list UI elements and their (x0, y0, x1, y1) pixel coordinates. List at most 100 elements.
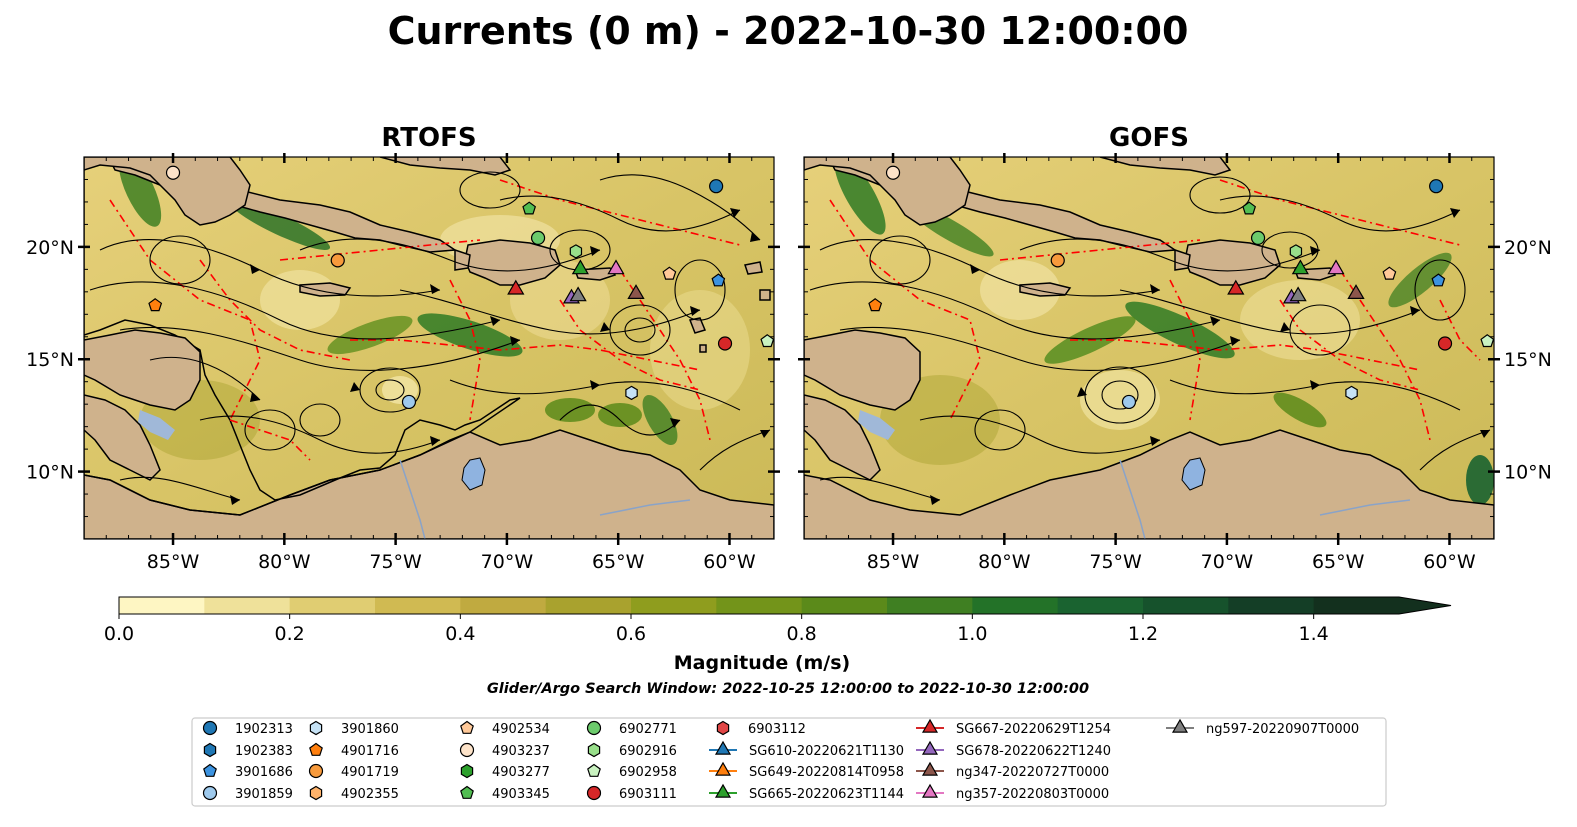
colorbar-cell (1228, 597, 1315, 614)
marker-rtofs-6902916 (569, 244, 583, 259)
legend-entry: 4903237 (459, 742, 550, 759)
colorbar-cell (887, 597, 973, 614)
lake-maracaibo (461, 457, 486, 491)
legend-entry: 6902771 (586, 720, 677, 737)
colorbar-cell (204, 597, 291, 614)
legend-entry: 4901716 (309, 742, 399, 759)
legend-label: SG610-20220621T1130 (749, 744, 904, 759)
legend-marker (460, 763, 474, 779)
lat-tick-label: 20°N (26, 237, 74, 259)
colorbar-extend-arrow (1399, 597, 1451, 614)
marker-gofs-6902771 (1250, 230, 1266, 245)
legend-entry: 3901860 (309, 720, 399, 737)
colorbar-cell (289, 597, 376, 614)
colorbar-cell (631, 597, 717, 614)
marker-gofs-SG667-20220629T1254 (1227, 279, 1245, 295)
legend-entry: 1902383 (203, 742, 293, 759)
lon-tick-label: 85°W (147, 551, 200, 573)
figure-suptitle: Currents (0 m) - 2022-10-30 12:00:00 (388, 9, 1189, 53)
legend: 1902313 1902383 3901686 3901859 3901860 49017… (191, 717, 1387, 807)
legend-label: 1902313 (235, 722, 293, 737)
marker-rtofs-4903237 (165, 165, 181, 180)
legend-marker (714, 740, 732, 755)
legend-entry: SG667-20220629T1254 (916, 718, 1111, 737)
rivers (1119, 459, 1411, 539)
legend-label: 6903111 (619, 787, 677, 802)
legend-label: 4903237 (492, 744, 550, 759)
marker-rtofs-6903111 (717, 336, 733, 351)
marker-gofs-3901860 (1345, 385, 1358, 401)
legend-entry: 4903345 (460, 785, 550, 802)
marker-rtofs-ng347-20220727T0000 (627, 284, 645, 299)
legend-label: 4901716 (341, 744, 399, 759)
panel-gofs: GOFS (803, 123, 1495, 540)
marker-rtofs-4902534 (662, 266, 677, 280)
colorbar-cells (118, 596, 1452, 615)
legend-label: 1902383 (235, 744, 293, 759)
legend-label: 3901859 (235, 787, 293, 802)
colorbar-cell (545, 597, 632, 614)
lon-tick-label: 85°W (867, 551, 920, 573)
colorbar-tick-label: 0.0 (104, 623, 134, 645)
legend-marker (714, 783, 732, 798)
marker-rtofs-ng357-20220803T0000 (607, 259, 625, 275)
lat-tick-label: 10°N (26, 462, 74, 484)
panel-title-rtofs: RTOFS (381, 123, 476, 153)
legend-marker (203, 763, 217, 777)
map-frame-rtofs (83, 156, 775, 540)
legend-label: 3901860 (341, 722, 399, 737)
legend-label: SG649-20220814T0958 (749, 765, 904, 780)
lon-tick-label: 60°W (703, 551, 756, 573)
legend-label: ng357-20220803T0000 (956, 787, 1109, 802)
legend-label: 6902958 (619, 765, 677, 780)
map-area-rtofs (84, 157, 774, 539)
colorbar-outline (118, 596, 1452, 615)
legend-frame (191, 717, 1387, 807)
colorbar-cell (119, 597, 205, 614)
map-frame-gofs (803, 156, 1495, 540)
lat-tick-label: 20°N (1504, 237, 1552, 259)
legend-entry: SG665-20220623T1144 (709, 783, 904, 802)
lake-nicaragua (138, 410, 175, 440)
marker-rtofs-4903345 (522, 201, 537, 215)
legend-entry: 3901859 (202, 785, 293, 802)
legend-label: 3901686 (235, 765, 293, 780)
legend-marker (459, 742, 475, 758)
colorbar-tick-label: 1.2 (1128, 623, 1158, 645)
map-area-gofs (804, 157, 1494, 539)
marker-rtofs-SG665-20220623T1144 (571, 259, 589, 275)
colorbar: 0.0 0.2 0.4 0.6 0.8 1.0 1.2 1.4 Magnitude (m/s) (104, 596, 1452, 674)
legend-marker (309, 742, 323, 756)
lon-tick-label: 80°W (258, 551, 311, 573)
legend-label: 4901719 (341, 765, 399, 780)
colorbar-tick-label: 0.8 (787, 623, 817, 645)
legend-marker (460, 720, 474, 734)
marker-rtofs-4901716 (148, 298, 163, 312)
lon-tick-label: 65°W (1312, 551, 1365, 573)
marker-gofs-4903237 (885, 165, 901, 180)
colorbar-cell (972, 597, 1059, 614)
rivers (399, 459, 691, 539)
legend-entry: 4901719 (308, 763, 399, 780)
legend-entry: 3901686 (203, 763, 293, 780)
colorbar-tick-label: 1.4 (1299, 623, 1329, 645)
marker-rtofs-4901719 (330, 253, 345, 268)
streamlines (89, 171, 771, 501)
current-magnitude-patches (834, 157, 1494, 505)
marker-rtofs-3901859 (401, 394, 417, 410)
colorbar-label: Magnitude (m/s) (674, 652, 851, 674)
lake-maracaibo (1181, 457, 1206, 491)
legend-label: 4903277 (492, 765, 550, 780)
legend-entry: SG649-20220814T0958 (709, 761, 904, 780)
legend-entry: ng357-20220803T0000 (916, 783, 1109, 802)
marker-gofs-3901686 (1431, 273, 1446, 287)
marker-gofs-SG665-20220623T1144 (1291, 259, 1309, 275)
legend-marker (921, 740, 939, 755)
streamline-arrows (930, 208, 1490, 505)
colorbar-tick-label: 0.6 (616, 623, 646, 645)
marker-rtofs-1902313 (709, 179, 724, 194)
legend-marker (714, 761, 732, 776)
marker-gofs-ng347-20220727T0000 (1347, 284, 1365, 299)
marker-rtofs-6902958 (760, 334, 775, 348)
legend-entry: SG678-20220622T1240 (916, 740, 1111, 759)
